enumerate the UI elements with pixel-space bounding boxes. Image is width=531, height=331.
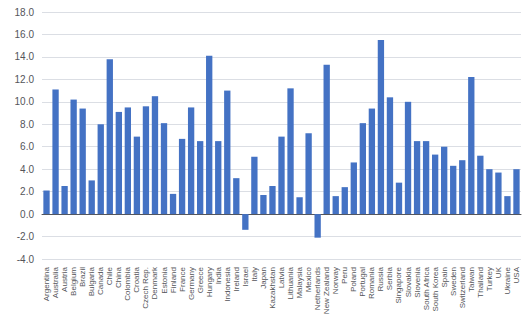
svg-text:Argentina: Argentina: [42, 266, 51, 301]
svg-text:Croatia: Croatia: [132, 266, 141, 292]
svg-text:2.0: 2.0: [20, 186, 34, 197]
svg-text:Belgium: Belgium: [69, 267, 78, 296]
svg-text:18.0: 18.0: [15, 7, 35, 18]
svg-text:14.0: 14.0: [15, 51, 35, 62]
svg-text:South Korea: South Korea: [431, 266, 440, 311]
svg-text:Kazakhstan: Kazakhstan: [268, 267, 277, 309]
svg-text:Mexico: Mexico: [304, 266, 313, 292]
svg-text:Lithuania: Lithuania: [286, 266, 295, 299]
svg-text:Portugal: Portugal: [358, 267, 367, 297]
svg-text:Slovakia: Slovakia: [404, 266, 413, 297]
svg-text:New Zealand: New Zealand: [322, 267, 331, 314]
svg-text:Austria: Austria: [60, 266, 69, 291]
svg-text:Colombia: Colombia: [123, 266, 132, 300]
svg-text:Australia: Australia: [51, 266, 60, 298]
svg-text:Slovenia: Slovenia: [413, 266, 422, 297]
svg-text:Sweden: Sweden: [449, 267, 458, 296]
svg-text:Norway: Norway: [331, 267, 340, 294]
svg-text:Ireland: Ireland: [232, 267, 241, 291]
svg-text:India: India: [214, 266, 223, 284]
svg-text:Malaysia: Malaysia: [295, 266, 304, 298]
svg-text:Finland: Finland: [169, 267, 178, 293]
svg-text:Poland: Poland: [349, 267, 358, 292]
svg-text:South Africa: South Africa: [422, 266, 431, 310]
svg-text:4.0: 4.0: [20, 164, 34, 175]
svg-text:Thailand: Thailand: [476, 267, 485, 298]
svg-text:Estonia: Estonia: [160, 266, 169, 293]
svg-text:Germany: Germany: [187, 267, 196, 300]
svg-text:Ukraine: Ukraine: [503, 266, 512, 294]
svg-text:Israel: Israel: [241, 267, 250, 287]
svg-text:Bulgaria: Bulgaria: [87, 266, 96, 296]
svg-text:Indonesia: Indonesia: [223, 266, 232, 301]
svg-text:Turkey: Turkey: [485, 267, 494, 291]
svg-text:UK: UK: [494, 266, 503, 278]
svg-text:Peru: Peru: [340, 267, 349, 284]
svg-text:Romania: Romania: [367, 266, 376, 299]
svg-text:10.0: 10.0: [15, 96, 35, 107]
svg-text:0.0: 0.0: [20, 209, 34, 220]
svg-text:Serbia: Serbia: [385, 266, 394, 290]
svg-text:-4.0: -4.0: [17, 254, 35, 265]
svg-text:China: China: [114, 266, 123, 287]
svg-text:Taiwan: Taiwan: [467, 267, 476, 292]
svg-text:-2.0: -2.0: [17, 231, 35, 242]
svg-text:6.0: 6.0: [20, 141, 34, 152]
svg-text:Greece: Greece: [196, 266, 205, 293]
svg-text:Switzerland: Switzerland: [458, 267, 467, 308]
svg-text:Netherlands: Netherlands: [313, 267, 322, 310]
svg-text:Spain: Spain: [440, 267, 449, 287]
svg-text:Latvia: Latvia: [277, 266, 286, 288]
svg-text:Canada: Canada: [96, 266, 105, 295]
svg-text:Denmark: Denmark: [150, 266, 159, 299]
svg-text:USA: USA: [512, 266, 521, 283]
svg-text:Hungary: Hungary: [205, 267, 214, 297]
svg-text:France: France: [178, 266, 187, 291]
svg-text:Chile: Chile: [105, 266, 114, 285]
svg-text:Singapore: Singapore: [394, 266, 403, 303]
svg-text:12.0: 12.0: [15, 74, 35, 85]
svg-text:Japan: Japan: [259, 267, 268, 289]
svg-text:Russia: Russia: [376, 266, 385, 291]
svg-text:Czech Rep.: Czech Rep.: [141, 267, 150, 309]
svg-text:Brazil: Brazil: [78, 267, 87, 287]
svg-text:16.0: 16.0: [15, 29, 35, 40]
svg-text:8.0: 8.0: [20, 119, 34, 130]
svg-text:Italy: Italy: [250, 267, 259, 282]
